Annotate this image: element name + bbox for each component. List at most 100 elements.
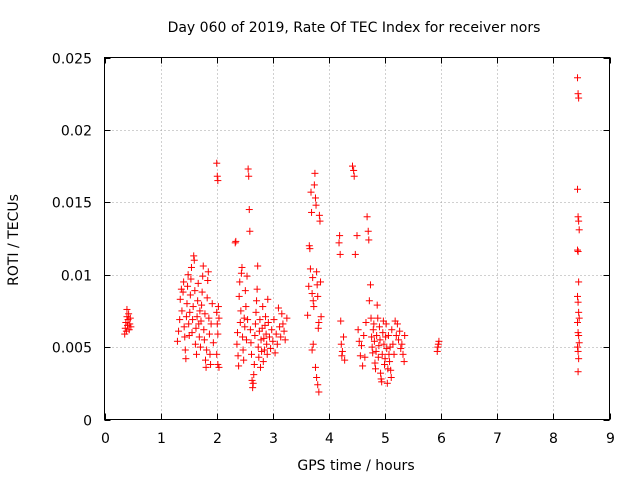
data-point: [383, 345, 391, 353]
data-point: [338, 352, 346, 360]
data-point: [276, 323, 284, 331]
data-point: [201, 310, 209, 318]
data-point: [194, 279, 202, 287]
data-point: [283, 314, 291, 322]
data-point: [372, 347, 380, 355]
data-point: [364, 227, 372, 235]
data-point: [246, 227, 254, 235]
data-point: [354, 326, 362, 334]
data-point: [176, 316, 184, 324]
data-point: [260, 346, 268, 354]
x-tick-label: 0: [101, 431, 110, 447]
data-point: [213, 308, 221, 316]
data-point: [251, 332, 259, 340]
data-point: [372, 365, 380, 373]
data-point: [184, 271, 192, 279]
data-point: [362, 318, 370, 326]
data-point: [177, 285, 185, 293]
data-point: [575, 217, 583, 225]
data-point: [199, 262, 207, 270]
data-point: [209, 339, 217, 347]
data-points: [121, 74, 583, 396]
x-tick-label: 3: [269, 431, 278, 447]
data-point: [249, 384, 257, 392]
data-point: [268, 326, 276, 334]
data-point: [575, 355, 583, 363]
data-point: [398, 340, 406, 348]
data-point: [244, 316, 252, 324]
data-point: [213, 172, 221, 180]
data-point: [250, 371, 258, 379]
data-point: [575, 308, 583, 316]
data-point: [249, 379, 257, 387]
data-point: [574, 298, 582, 306]
data-point: [373, 301, 381, 309]
data-point: [202, 363, 210, 371]
data-point: [176, 295, 184, 303]
data-point: [186, 291, 194, 299]
data-point: [200, 326, 208, 334]
data-point: [279, 320, 287, 328]
data-point: [182, 355, 190, 363]
data-point: [239, 346, 247, 354]
data-point: [365, 297, 373, 305]
data-point: [353, 232, 361, 240]
data-point: [204, 268, 212, 276]
y-axis-title: ROTI / TECUs: [6, 194, 22, 286]
data-point: [393, 320, 401, 328]
data-point: [127, 323, 135, 331]
data-point: [191, 340, 199, 348]
data-point: [270, 316, 278, 324]
data-point: [175, 327, 183, 335]
data-point: [351, 250, 359, 258]
data-point: [246, 326, 254, 334]
data-point: [262, 330, 270, 338]
data-point: [233, 329, 241, 337]
data-point: [247, 339, 255, 347]
data-point: [254, 262, 262, 270]
data-point: [181, 346, 189, 354]
data-point: [256, 363, 264, 371]
data-point: [189, 303, 197, 311]
data-point: [315, 318, 323, 326]
data-point: [125, 310, 133, 318]
data-point: [252, 308, 260, 316]
data-point: [401, 332, 409, 340]
data-point: [365, 236, 373, 244]
data-point: [310, 181, 318, 189]
y-tick-label: 0.01: [61, 269, 92, 285]
data-point: [214, 330, 222, 338]
data-point: [196, 307, 204, 315]
data-point: [337, 340, 345, 348]
data-point: [317, 278, 325, 286]
data-point: [306, 245, 314, 253]
data-point: [373, 332, 381, 340]
data-point: [575, 314, 583, 322]
data-point: [433, 347, 441, 355]
data-point: [278, 310, 286, 318]
data-point: [368, 333, 376, 341]
data-point: [575, 226, 583, 234]
data-point: [315, 211, 323, 219]
data-point: [389, 340, 397, 348]
data-point: [310, 303, 318, 311]
data-point: [121, 330, 129, 338]
data-point: [271, 349, 279, 357]
data-point: [392, 332, 400, 340]
data-point: [574, 318, 582, 326]
data-point: [255, 353, 263, 361]
x-tick-label: 1: [157, 431, 166, 447]
data-point: [387, 366, 395, 374]
data-point: [251, 320, 259, 328]
data-point: [305, 242, 313, 250]
x-tick-label: 7: [493, 431, 502, 447]
data-point: [574, 90, 582, 98]
data-point: [382, 320, 390, 328]
data-point: [368, 343, 376, 351]
data-point: [340, 333, 348, 341]
data-point: [574, 292, 582, 300]
data-point: [256, 316, 264, 324]
data-point: [125, 326, 133, 334]
data-point: [337, 317, 345, 325]
